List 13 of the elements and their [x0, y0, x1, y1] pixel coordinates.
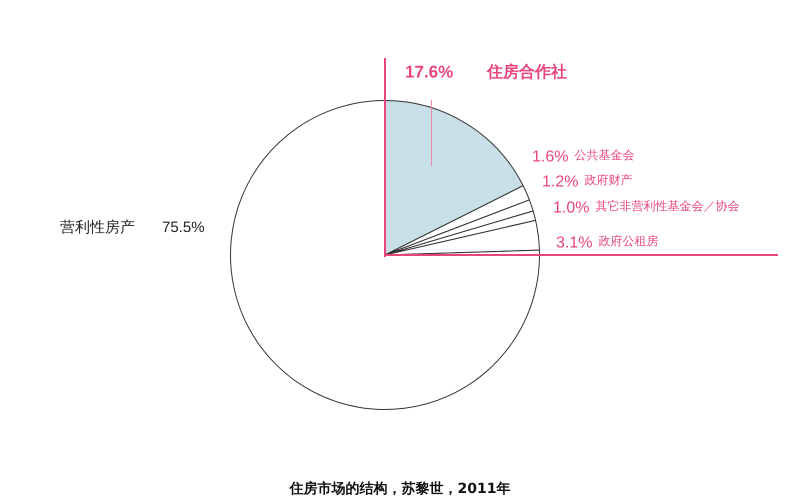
- slice-label: 政府公租房: [598, 234, 658, 248]
- data-label: 75.5%: [162, 219, 205, 236]
- slice-label: 政府财产: [584, 173, 632, 188]
- slice-label: 住房合作社: [486, 62, 567, 82]
- text: 住房市场的结构，苏黎世，2011年: [288, 480, 512, 498]
- data-label: 1.6%: [532, 148, 568, 166]
- data-label: 3.1%: [556, 234, 592, 252]
- slice-label: 营利性房产: [60, 218, 135, 236]
- data-label: 1.2%: [542, 173, 578, 190]
- slice-label: 公共基金会: [574, 148, 634, 162]
- data-label: 1.0%: [553, 199, 590, 216]
- slice-label: 其它非营利性基金会／协会: [595, 199, 740, 214]
- data-label: 17.6%: [405, 62, 454, 82]
